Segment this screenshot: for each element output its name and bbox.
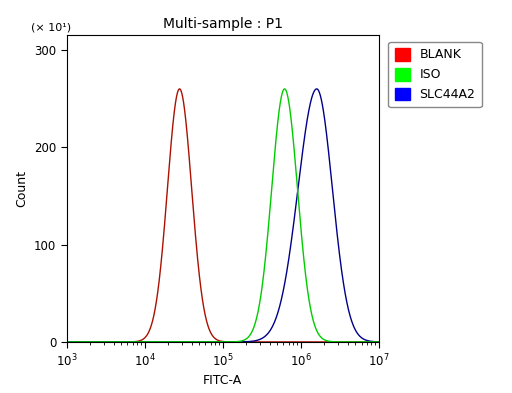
Legend: BLANK, ISO, SLC44A2: BLANK, ISO, SLC44A2 xyxy=(388,42,482,108)
Text: (× 10¹): (× 10¹) xyxy=(31,22,71,32)
Y-axis label: Count: Count xyxy=(15,170,28,207)
X-axis label: FITC-A: FITC-A xyxy=(203,375,242,387)
Title: Multi-sample : P1: Multi-sample : P1 xyxy=(163,17,283,31)
